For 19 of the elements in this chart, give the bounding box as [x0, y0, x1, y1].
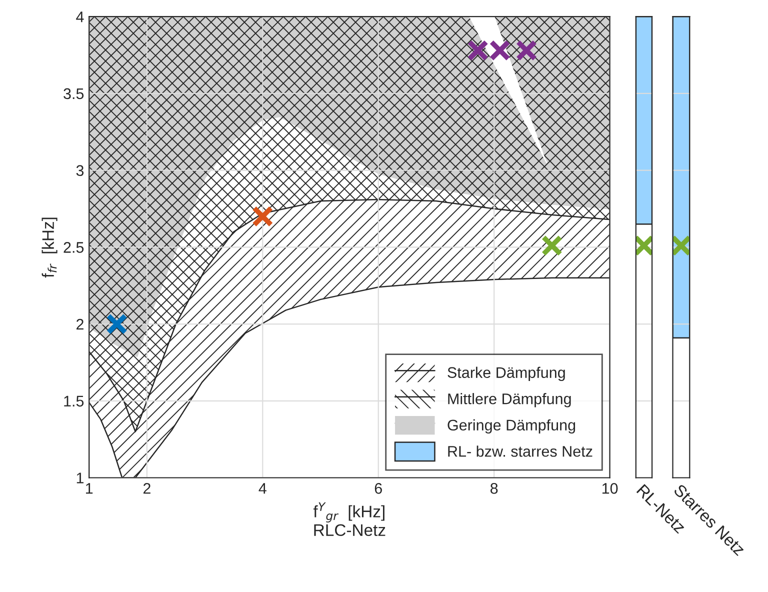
- y-tick-label: 2.5: [64, 242, 84, 253]
- y-tick-label: 2: [76, 318, 84, 330]
- legend-label: Mittlere Dämpfung: [448, 393, 571, 408]
- legend-label: Starke Dämpfung: [448, 366, 565, 381]
- x-tick-label: 8: [490, 483, 498, 494]
- x-tick-label: 10: [602, 483, 618, 494]
- y-tick-label: 3.5: [64, 88, 84, 100]
- y-tick-label: 1: [76, 472, 84, 484]
- text: RL- bzw. starres Netz: [448, 446, 592, 457]
- x-tick-label: 2: [143, 483, 150, 494]
- y-tick-label: 3: [76, 165, 84, 176]
- x-tick-label: 6: [374, 483, 382, 494]
- y-axis-title: f$_{fr}$ [kHz]: [42, 218, 58, 278]
- x-axis-title: f$^{Y}$$_{gr}$ [kHz] RLC-Netz: [313, 502, 386, 536]
- x-tick-label: 4: [258, 483, 266, 494]
- legend-label: Geringe Dämpfung: [448, 419, 576, 434]
- y-tick-label: 4: [76, 12, 84, 22]
- y-tick-label: 1.5: [64, 396, 84, 407]
- x-tick-label: 1: [86, 483, 93, 494]
